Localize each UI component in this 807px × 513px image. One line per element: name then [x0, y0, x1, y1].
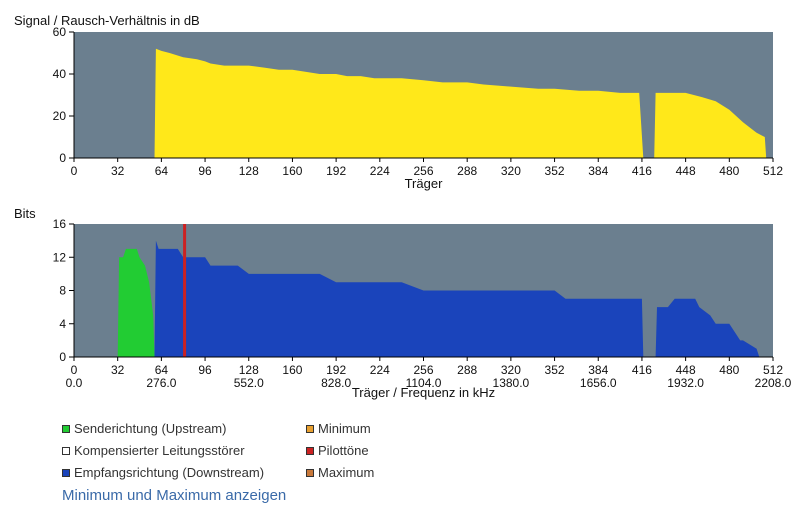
freq-tick-label: 0.0 — [66, 376, 83, 390]
series-area-0-1 — [654, 92, 767, 158]
y-tick-label: 40 — [53, 67, 67, 81]
x-tick-label: 224 — [370, 363, 390, 377]
legend-pilot: Pilottöne — [306, 443, 369, 458]
freq-tick-label: 2208.0 — [755, 376, 792, 390]
y-tick-label: 8 — [59, 284, 66, 298]
x-tick-label: 64 — [155, 363, 169, 377]
y-tick-label: 4 — [59, 317, 66, 331]
x-tick-label: 96 — [198, 164, 212, 178]
x-tick-label: 128 — [239, 363, 259, 377]
x-tick-label: 384 — [588, 164, 608, 178]
x-tick-label: 128 — [239, 164, 259, 178]
legend-swatch-upstream — [62, 424, 70, 433]
x-tick-label: 480 — [719, 363, 739, 377]
y-tick-label: 20 — [53, 109, 67, 123]
series-area-0-0 — [154, 48, 644, 158]
x-tick-label: 352 — [545, 363, 565, 377]
x-axis-label: Träger / Frequenz in kHz — [352, 385, 495, 400]
legend-label-minimum: Minimum — [318, 421, 371, 436]
freq-tick-label: 552.0 — [234, 376, 264, 390]
legend-compensated: Kompensierter Leitungsstörer — [62, 443, 245, 458]
x-tick-label: 160 — [282, 363, 302, 377]
x-tick-label: 256 — [413, 363, 433, 377]
freq-tick-label: 1380.0 — [493, 376, 530, 390]
x-tick-label: 512 — [763, 164, 783, 178]
x-tick-label: 0 — [71, 164, 78, 178]
series-area-2-0 — [655, 298, 760, 357]
x-tick-label: 192 — [326, 363, 346, 377]
legend-swatch-downstream — [62, 468, 70, 477]
legend-swatch-minimum — [306, 424, 314, 433]
charts-area: Signal / Rausch-Verhältnis in dB02040600… — [14, 13, 792, 400]
x-axis-label: Träger — [405, 176, 443, 191]
legend-label-pilot: Pilottöne — [318, 443, 369, 458]
x-tick-label: 512 — [763, 363, 783, 377]
x-tick-label: 256 — [413, 164, 433, 178]
legend-downstream: Empfangsrichtung (Downstream) — [62, 465, 264, 480]
y-tick-label: 12 — [53, 250, 67, 264]
legend-label-compensated: Kompensierter Leitungsstörer — [74, 443, 245, 458]
x-tick-label: 64 — [155, 164, 169, 178]
legend-label-downstream: Empfangsrichtung (Downstream) — [74, 465, 265, 480]
chart-title: Bits — [14, 206, 36, 221]
freq-tick-label: 276.0 — [146, 376, 176, 390]
x-tick-label: 160 — [282, 164, 302, 178]
legend-swatch-pilot — [306, 446, 314, 455]
legend-minimum: Minimum — [306, 421, 371, 436]
x-tick-label: 0 — [71, 363, 78, 377]
x-tick-label: 224 — [370, 164, 390, 178]
x-tick-label: 448 — [676, 164, 696, 178]
chart-title: Signal / Rausch-Verhältnis in dB — [14, 13, 200, 28]
x-tick-label: 352 — [545, 164, 565, 178]
freq-tick-label: 1104.0 — [406, 376, 442, 390]
legend-swatch-maximum — [306, 468, 314, 477]
show-min-max-link[interactable]: Minimum und Maximum anzeigen — [62, 487, 287, 504]
y-tick-label: 0 — [59, 151, 66, 165]
x-tick-label: 96 — [198, 363, 212, 377]
x-tick-label: 320 — [501, 363, 521, 377]
x-tick-label: 192 — [326, 164, 346, 178]
legend-swatch-compensated — [62, 446, 70, 455]
freq-tick-label: 1932.0 — [667, 376, 704, 390]
series-area-0-0 — [117, 248, 155, 357]
legend-label-maximum: Maximum — [318, 465, 375, 480]
legend-upstream: Senderichtung (Upstream) — [62, 421, 226, 436]
y-tick-label: 60 — [53, 25, 67, 39]
x-tick-label: 288 — [457, 164, 477, 178]
legend-maximum: Maximum — [306, 465, 374, 480]
x-tick-label: 32 — [111, 164, 125, 178]
freq-tick-label: 1656.0 — [580, 376, 617, 390]
y-tick-label: 0 — [59, 350, 66, 364]
x-tick-label: 320 — [501, 164, 521, 178]
series-area-1-0 — [154, 240, 644, 357]
x-tick-label: 416 — [632, 363, 652, 377]
x-tick-label: 480 — [719, 164, 739, 178]
x-tick-label: 32 — [111, 363, 125, 377]
x-tick-label: 288 — [457, 363, 477, 377]
freq-tick-label: 828.0 — [321, 376, 351, 390]
legend-label-upstream: Senderichtung (Upstream) — [74, 421, 227, 436]
x-tick-label: 416 — [632, 164, 652, 178]
snr-chart: Signal / Rausch-Verhältnis in dB 0 20 40 60 0… — [14, 13, 783, 191]
x-tick-label: 448 — [676, 363, 696, 377]
y-tick-label: 16 — [53, 217, 67, 231]
x-tick-label: 384 — [588, 363, 608, 377]
